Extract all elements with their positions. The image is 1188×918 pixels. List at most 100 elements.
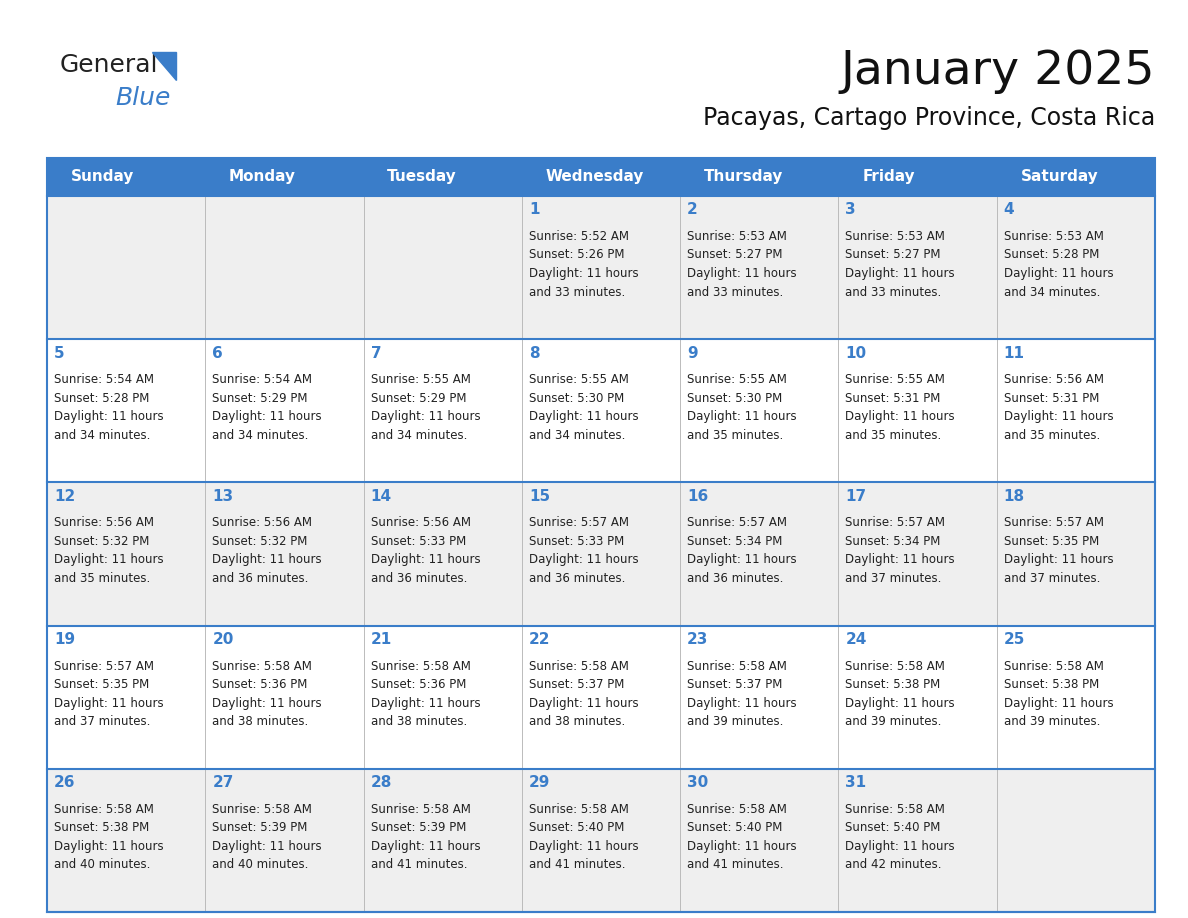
Text: 14: 14 — [371, 489, 392, 504]
Text: Sunrise: 5:58 AM: Sunrise: 5:58 AM — [213, 803, 312, 816]
Text: and 37 minutes.: and 37 minutes. — [846, 572, 942, 585]
Text: and 39 minutes.: and 39 minutes. — [846, 715, 942, 728]
Text: 8: 8 — [529, 346, 539, 361]
Text: and 38 minutes.: and 38 minutes. — [371, 715, 467, 728]
Text: Daylight: 11 hours: Daylight: 11 hours — [1004, 697, 1113, 710]
Text: 6: 6 — [213, 346, 223, 361]
Text: Sunset: 5:37 PM: Sunset: 5:37 PM — [529, 678, 624, 691]
Text: and 38 minutes.: and 38 minutes. — [213, 715, 309, 728]
Bar — [48, 482, 1155, 625]
Text: 30: 30 — [687, 776, 708, 790]
Text: Sunset: 5:38 PM: Sunset: 5:38 PM — [1004, 678, 1099, 691]
Text: Sunset: 5:28 PM: Sunset: 5:28 PM — [53, 392, 150, 405]
Text: Sunrise: 5:56 AM: Sunrise: 5:56 AM — [213, 517, 312, 530]
Text: Sunset: 5:33 PM: Sunset: 5:33 PM — [371, 535, 466, 548]
Text: Sunrise: 5:58 AM: Sunrise: 5:58 AM — [846, 660, 946, 673]
Text: and 35 minutes.: and 35 minutes. — [687, 429, 783, 442]
Text: Daylight: 11 hours: Daylight: 11 hours — [687, 840, 797, 853]
Text: 25: 25 — [1004, 633, 1025, 647]
Text: and 33 minutes.: and 33 minutes. — [687, 285, 783, 298]
Polygon shape — [152, 52, 176, 80]
Text: 28: 28 — [371, 776, 392, 790]
Text: 31: 31 — [846, 776, 866, 790]
Text: Sunset: 5:37 PM: Sunset: 5:37 PM — [687, 678, 783, 691]
Text: Sunrise: 5:58 AM: Sunrise: 5:58 AM — [53, 803, 154, 816]
Text: 3: 3 — [846, 203, 857, 218]
Text: Sunrise: 5:58 AM: Sunrise: 5:58 AM — [1004, 660, 1104, 673]
Text: and 40 minutes.: and 40 minutes. — [53, 858, 151, 871]
Text: Sunset: 5:26 PM: Sunset: 5:26 PM — [529, 249, 625, 262]
Text: Sunrise: 5:54 AM: Sunrise: 5:54 AM — [53, 374, 154, 386]
Text: Sunset: 5:35 PM: Sunset: 5:35 PM — [1004, 535, 1099, 548]
Text: 4: 4 — [1004, 203, 1015, 218]
Text: and 37 minutes.: and 37 minutes. — [1004, 572, 1100, 585]
Text: and 42 minutes.: and 42 minutes. — [846, 858, 942, 871]
Text: 21: 21 — [371, 633, 392, 647]
Text: Sunrise: 5:58 AM: Sunrise: 5:58 AM — [846, 803, 946, 816]
Text: Daylight: 11 hours: Daylight: 11 hours — [846, 840, 955, 853]
Text: and 34 minutes.: and 34 minutes. — [371, 429, 467, 442]
Bar — [48, 158, 1155, 912]
Text: Sunset: 5:34 PM: Sunset: 5:34 PM — [846, 535, 941, 548]
Text: Daylight: 11 hours: Daylight: 11 hours — [529, 267, 638, 280]
Text: 12: 12 — [53, 489, 75, 504]
Text: and 37 minutes.: and 37 minutes. — [53, 715, 151, 728]
Text: and 35 minutes.: and 35 minutes. — [846, 429, 942, 442]
Text: Sunset: 5:31 PM: Sunset: 5:31 PM — [846, 392, 941, 405]
Text: Daylight: 11 hours: Daylight: 11 hours — [687, 410, 797, 423]
Text: Sunset: 5:32 PM: Sunset: 5:32 PM — [213, 535, 308, 548]
Text: Sunset: 5:34 PM: Sunset: 5:34 PM — [687, 535, 783, 548]
Text: Sunrise: 5:53 AM: Sunrise: 5:53 AM — [687, 230, 786, 243]
Text: 15: 15 — [529, 489, 550, 504]
Text: Sunrise: 5:58 AM: Sunrise: 5:58 AM — [213, 660, 312, 673]
Text: Daylight: 11 hours: Daylight: 11 hours — [1004, 410, 1113, 423]
Text: 11: 11 — [1004, 346, 1025, 361]
Text: Daylight: 11 hours: Daylight: 11 hours — [529, 410, 638, 423]
Text: Daylight: 11 hours: Daylight: 11 hours — [371, 840, 480, 853]
Text: Sunrise: 5:54 AM: Sunrise: 5:54 AM — [213, 374, 312, 386]
Text: Saturday: Saturday — [1020, 170, 1098, 185]
Text: 5: 5 — [53, 346, 64, 361]
Bar — [48, 339, 1155, 482]
Text: Sunset: 5:33 PM: Sunset: 5:33 PM — [529, 535, 624, 548]
Text: and 41 minutes.: and 41 minutes. — [529, 858, 625, 871]
Text: Sunset: 5:40 PM: Sunset: 5:40 PM — [529, 822, 624, 834]
Text: Daylight: 11 hours: Daylight: 11 hours — [687, 554, 797, 566]
Text: and 33 minutes.: and 33 minutes. — [846, 285, 942, 298]
Text: and 39 minutes.: and 39 minutes. — [1004, 715, 1100, 728]
Text: 1: 1 — [529, 203, 539, 218]
Text: Daylight: 11 hours: Daylight: 11 hours — [846, 267, 955, 280]
Text: and 36 minutes.: and 36 minutes. — [529, 572, 625, 585]
Text: Daylight: 11 hours: Daylight: 11 hours — [846, 697, 955, 710]
Text: Sunset: 5:39 PM: Sunset: 5:39 PM — [371, 822, 466, 834]
Text: 10: 10 — [846, 346, 866, 361]
Text: and 36 minutes.: and 36 minutes. — [687, 572, 784, 585]
Text: Sunset: 5:32 PM: Sunset: 5:32 PM — [53, 535, 150, 548]
Text: and 36 minutes.: and 36 minutes. — [371, 572, 467, 585]
Text: Sunrise: 5:55 AM: Sunrise: 5:55 AM — [529, 374, 628, 386]
Text: 13: 13 — [213, 489, 233, 504]
Bar — [48, 196, 1155, 339]
Text: Sunrise: 5:57 AM: Sunrise: 5:57 AM — [529, 517, 628, 530]
Text: and 33 minutes.: and 33 minutes. — [529, 285, 625, 298]
Text: Daylight: 11 hours: Daylight: 11 hours — [371, 410, 480, 423]
Text: 18: 18 — [1004, 489, 1025, 504]
Text: Daylight: 11 hours: Daylight: 11 hours — [1004, 267, 1113, 280]
Text: Tuesday: Tuesday — [387, 170, 457, 185]
Text: Sunset: 5:29 PM: Sunset: 5:29 PM — [371, 392, 466, 405]
Text: Sunrise: 5:58 AM: Sunrise: 5:58 AM — [687, 660, 786, 673]
Text: Sunday: Sunday — [71, 170, 134, 185]
Text: 27: 27 — [213, 776, 234, 790]
Text: Sunrise: 5:56 AM: Sunrise: 5:56 AM — [1004, 374, 1104, 386]
Text: Daylight: 11 hours: Daylight: 11 hours — [687, 267, 797, 280]
Text: Sunset: 5:27 PM: Sunset: 5:27 PM — [687, 249, 783, 262]
Text: Sunrise: 5:53 AM: Sunrise: 5:53 AM — [1004, 230, 1104, 243]
Text: Sunset: 5:30 PM: Sunset: 5:30 PM — [687, 392, 783, 405]
Text: Sunrise: 5:58 AM: Sunrise: 5:58 AM — [529, 803, 628, 816]
Text: General: General — [61, 53, 158, 77]
Text: Sunrise: 5:57 AM: Sunrise: 5:57 AM — [687, 517, 788, 530]
Text: Sunset: 5:38 PM: Sunset: 5:38 PM — [846, 678, 941, 691]
Text: Pacayas, Cartago Province, Costa Rica: Pacayas, Cartago Province, Costa Rica — [703, 106, 1155, 130]
Text: Daylight: 11 hours: Daylight: 11 hours — [213, 697, 322, 710]
Text: Daylight: 11 hours: Daylight: 11 hours — [1004, 554, 1113, 566]
